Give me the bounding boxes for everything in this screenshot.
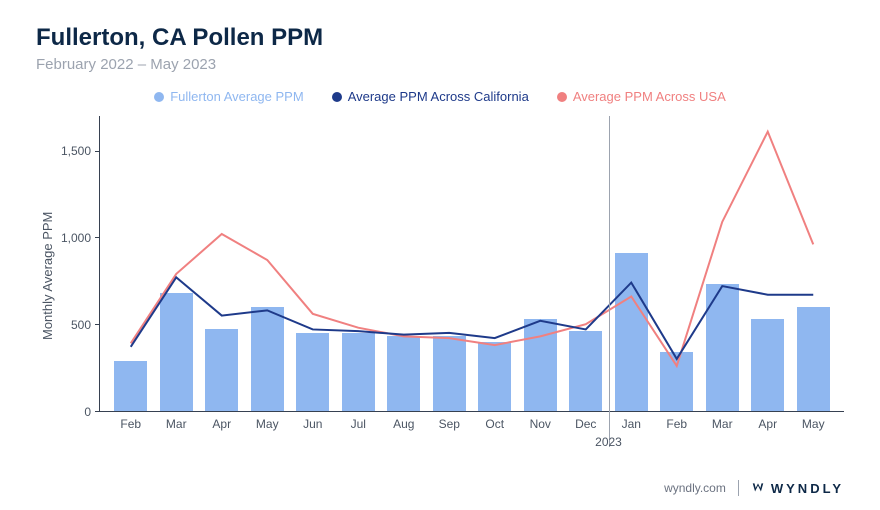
- brand-text: WYNDLY: [771, 481, 844, 496]
- y-axis-ticks: 1,500 1,000 500 0: [55, 116, 99, 436]
- x-tick-label: Oct: [472, 417, 518, 431]
- x-tick-label: Dec: [563, 417, 609, 431]
- legend-item: Average PPM Across California: [332, 89, 529, 104]
- plot-area: FebMarAprMayJunJulAugSepOctNovDecJanFebM…: [99, 116, 844, 412]
- x-tick-label: Nov: [518, 417, 564, 431]
- year-label: 2023: [595, 435, 622, 449]
- legend-item: Average PPM Across USA: [557, 89, 726, 104]
- legend-label: Average PPM Across California: [348, 89, 529, 104]
- x-tick-label: Feb: [654, 417, 700, 431]
- y-axis-label: Monthly Average PPM: [36, 116, 55, 436]
- legend-swatch: [154, 92, 164, 102]
- legend-label: Average PPM Across USA: [573, 89, 726, 104]
- x-tick-label: May: [245, 417, 291, 431]
- legend-swatch: [332, 92, 342, 102]
- chart-title: Fullerton, CA Pollen PPM: [36, 24, 844, 52]
- x-tick-label: Apr: [745, 417, 791, 431]
- x-tick-label: Mar: [700, 417, 746, 431]
- x-tick-label: Apr: [199, 417, 245, 431]
- brand-icon: [751, 481, 765, 495]
- x-tick-label: Mar: [154, 417, 200, 431]
- legend-item: Fullerton Average PPM: [154, 89, 303, 104]
- x-tick-label: May: [791, 417, 837, 431]
- line-series: [131, 132, 814, 366]
- year-divider-line: [609, 116, 610, 447]
- x-tick-label: Jan: [609, 417, 655, 431]
- line-series: [131, 277, 814, 359]
- x-tick-label: Sep: [427, 417, 473, 431]
- x-tick-label: Jul: [336, 417, 382, 431]
- y-tick-label: 1,000: [61, 231, 91, 245]
- x-tick-label: Feb: [108, 417, 154, 431]
- x-tick-label: Jun: [290, 417, 336, 431]
- chart-area: Monthly Average PPM 1,5001,0005000 FebMa…: [36, 116, 844, 436]
- y-tick-label: 500: [71, 318, 91, 332]
- x-tick-label: Aug: [381, 417, 427, 431]
- y-tick-label: 0: [84, 405, 91, 419]
- footer-divider: [738, 480, 739, 496]
- brand-logo: WYNDLY: [751, 481, 844, 496]
- footer-url: wyndly.com: [664, 481, 726, 495]
- legend-label: Fullerton Average PPM: [170, 89, 303, 104]
- y-tick-label: 1,500: [61, 144, 91, 158]
- footer: wyndly.com WYNDLY: [664, 480, 844, 496]
- y-tick-mark: [95, 151, 100, 152]
- legend: Fullerton Average PPM Average PPM Across …: [36, 89, 844, 104]
- y-tick-mark: [95, 411, 100, 412]
- y-tick-mark: [95, 324, 100, 325]
- chart-subtitle: February 2022 – May 2023: [36, 56, 844, 73]
- y-tick-mark: [95, 237, 100, 238]
- legend-swatch: [557, 92, 567, 102]
